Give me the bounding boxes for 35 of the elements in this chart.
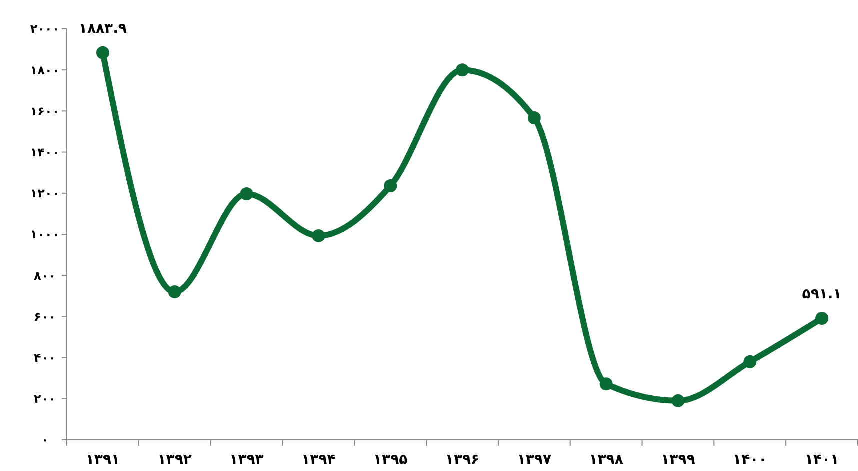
y-tick-label: ۱۴۰۰ <box>30 146 60 160</box>
x-tick-label: ۱۳۹۱ <box>86 452 120 468</box>
point <box>600 378 613 391</box>
data-label: ۵۹۱.۱ <box>802 286 842 303</box>
x-tick-label: ۱۳۹۶ <box>445 452 480 468</box>
x-tick-label: ۱۳۹۷ <box>517 452 552 468</box>
point <box>168 286 182 299</box>
point <box>384 180 398 192</box>
x-tick-label: ۱۳۹۲ <box>158 452 192 468</box>
y-tick-label: ۱۶۰۰ <box>30 104 60 118</box>
point <box>96 46 110 60</box>
x-tick-label: ۱۳۹۴ <box>302 452 336 468</box>
y-tick-label: ۴۰۰ <box>34 351 56 365</box>
point <box>312 229 326 242</box>
y-tick-label: ۱۲۰۰ <box>30 186 60 201</box>
point <box>672 394 685 408</box>
point <box>816 312 829 326</box>
y-tick-label: ۲۰۰۰ <box>30 22 60 36</box>
y-tick-label: ۰ <box>41 433 49 448</box>
x-tick-label: ۱۴۰۰ <box>733 452 768 468</box>
y-tick-label: ۶۰۰ <box>34 310 56 324</box>
point <box>744 355 757 368</box>
y-tick-label: ۲۰۰ <box>34 392 56 406</box>
point <box>240 188 254 201</box>
x-tick-label: ۱۳۹۵ <box>373 452 408 468</box>
x-tick-label: ۱۴۰۱ <box>804 452 840 468</box>
point <box>456 64 469 77</box>
y-tick-label: ۸۰۰ <box>34 268 56 283</box>
y-tick-label: ۱۸۰۰ <box>30 63 60 78</box>
point <box>528 111 541 124</box>
x-tick-label: ۱۳۹۳ <box>230 452 264 468</box>
data-label: ۱۸۸۳.۹ <box>78 20 128 37</box>
x-tick-label: ۱۳۹۹ <box>661 452 696 468</box>
y-tick-label: ۱۰۰۰ <box>30 228 60 242</box>
x-tick-label: ۱۳۹۸ <box>589 452 624 468</box>
